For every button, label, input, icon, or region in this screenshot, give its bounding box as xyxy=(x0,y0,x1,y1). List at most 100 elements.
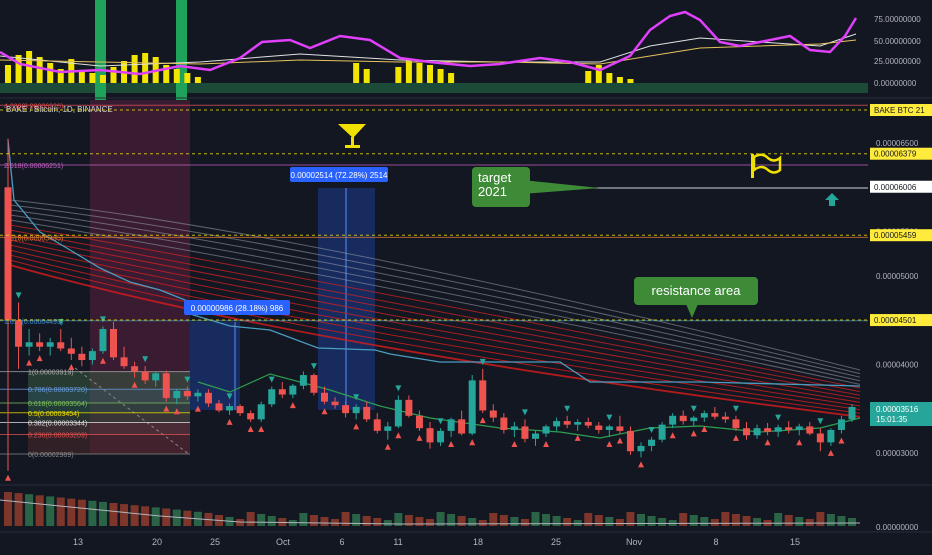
volume-bar xyxy=(689,515,698,526)
candle-body xyxy=(827,429,835,443)
price-axis-label: 0.00003000 xyxy=(876,449,919,458)
volume-bar xyxy=(162,508,171,526)
candle-body xyxy=(521,426,529,439)
td-sell-marker xyxy=(99,357,106,364)
volume-bar xyxy=(637,514,645,526)
time-axis-label: 15 xyxy=(790,537,800,547)
indicator-base-band xyxy=(0,83,868,93)
td-sell-marker xyxy=(416,434,423,441)
time-axis-label: Nov xyxy=(626,537,643,547)
ema-ribbon-line xyxy=(9,219,861,385)
volume-bar xyxy=(626,512,635,526)
fib-level-label: 4.236(0.00006926) xyxy=(4,103,63,110)
candle-body xyxy=(278,389,286,395)
indicator-pane[interactable]: 75.00000000 50.00000000 25.00000000 0.00… xyxy=(0,0,921,100)
up-arrow-icon xyxy=(825,193,839,206)
price-tag-bg xyxy=(870,229,932,242)
candle-body xyxy=(310,375,318,393)
volume-oscillator-bar xyxy=(5,65,11,83)
volume-bar xyxy=(531,512,540,526)
indicator-ma-gold xyxy=(0,39,857,65)
td-buy-marker xyxy=(15,292,22,299)
candle-body xyxy=(25,342,33,347)
candle-body xyxy=(743,428,750,436)
td-buy-marker xyxy=(395,385,402,392)
volume-oscillator-bar xyxy=(405,59,412,83)
volume-spike-bar-1 xyxy=(95,0,106,100)
volume-bar xyxy=(98,501,107,526)
volume-bar xyxy=(721,512,730,526)
time-axis[interactable]: 13 20 25 Oct 6 11 18 25 Nov 8 15 xyxy=(0,531,932,547)
candle-body xyxy=(152,373,160,381)
volume-bar xyxy=(742,516,751,526)
volume-bar xyxy=(848,518,856,526)
volume-bar xyxy=(426,519,434,526)
indicator-axis-label-3: 25.00000000 xyxy=(874,57,921,66)
volume-oscillator-bar xyxy=(585,71,592,83)
td-buy-marker xyxy=(99,316,106,323)
time-axis-label: 13 xyxy=(73,537,83,547)
volume-pane[interactable]: 0.00000000 xyxy=(0,484,932,532)
volume-oscillator-bar xyxy=(99,75,106,83)
volume-bar xyxy=(573,520,582,526)
price-pane[interactable]: 4.236(0.00006926) 2.618(0.00006251) 2.618(… xyxy=(0,100,932,481)
baseline-trend-line xyxy=(7,139,861,387)
ema-ribbon-line xyxy=(9,214,861,382)
measure-label-small: 0.00000986 (28.18%) 986 xyxy=(191,304,284,313)
volume-bar xyxy=(795,517,804,526)
td-sell-marker xyxy=(395,432,402,439)
candle-body xyxy=(36,342,44,347)
symbol-line: BAKE / Bitcoin, 1D, BINANCE xyxy=(6,105,113,114)
volume-ma-line xyxy=(0,499,861,525)
candle-body xyxy=(236,406,244,414)
td-buy-marker xyxy=(648,427,655,434)
measure-label-small-bg xyxy=(184,300,290,315)
fib-level-lines: 4.236(0.00006926) 2.618(0.00006251) 2.618(… xyxy=(0,103,868,459)
volume-bar xyxy=(141,506,150,526)
td-sell-marker xyxy=(258,426,265,432)
volume-bar xyxy=(542,514,551,526)
td-sell-marker xyxy=(469,439,476,446)
time-axis-label: Oct xyxy=(276,537,291,547)
time-axis-label: 8 xyxy=(713,537,718,547)
fib-level-label: 1(0.00003919) xyxy=(28,370,74,377)
candle-body xyxy=(131,366,139,372)
candle-body xyxy=(162,373,170,399)
candle-body xyxy=(331,401,339,406)
candle-body xyxy=(690,417,698,422)
volume-bar xyxy=(489,513,498,526)
volume-bar xyxy=(404,515,413,526)
fib-level-label: 0.618(0.00003564) xyxy=(28,401,87,408)
candle-body xyxy=(99,329,107,352)
volume-bar xyxy=(4,492,12,526)
volume-bar xyxy=(826,514,835,526)
td-buy-marker xyxy=(226,393,233,400)
volume-bar xyxy=(499,515,508,526)
volume-bar xyxy=(309,515,318,526)
volume-bar xyxy=(658,518,667,526)
volume-bar xyxy=(753,518,762,526)
time-axis-labels: 13 20 25 Oct 6 11 18 25 Nov 8 15 xyxy=(73,537,800,547)
candle-body xyxy=(257,404,265,420)
price-tag-label: 0.00006006 xyxy=(874,183,917,192)
target-callout-line: 2021 xyxy=(478,184,507,199)
target-callout-pointer xyxy=(522,180,600,194)
volume-bar xyxy=(109,503,118,526)
candlestick-series xyxy=(4,138,856,471)
td-buy-marker xyxy=(732,405,739,412)
volume-oscillator-bar xyxy=(606,73,613,83)
volume-bar xyxy=(784,515,793,526)
td-sell-marker xyxy=(796,439,803,446)
ema-ribbon-line xyxy=(9,244,861,403)
candle-body xyxy=(363,406,371,420)
volume-oscillator-bar xyxy=(437,69,444,83)
candle-body xyxy=(299,375,307,386)
time-axis-label: 25 xyxy=(210,537,220,547)
volume-bar xyxy=(267,516,276,526)
candle-body xyxy=(247,413,255,420)
price-tag-label: 0.00004501 xyxy=(874,316,917,325)
price-tag-bg xyxy=(870,147,932,160)
volume-bar xyxy=(457,516,466,526)
